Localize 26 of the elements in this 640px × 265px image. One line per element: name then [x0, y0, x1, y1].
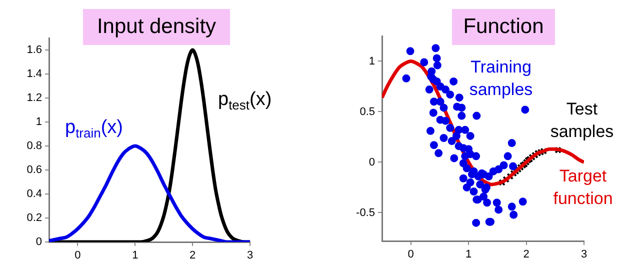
y-tick-label: 0.8 [26, 140, 42, 152]
x-tick-label: 2 [523, 248, 530, 261]
y-tick-label: -0.5 [356, 206, 375, 219]
y-tick-label: 1.4 [26, 68, 42, 80]
y-tick-label: 1 [36, 116, 42, 128]
x-tick-label: 2 [190, 250, 196, 262]
y-tick-label: 0.2 [26, 212, 42, 224]
y-tick-label: 1.2 [26, 92, 42, 104]
series-label: Test samples [550, 100, 614, 141]
y-tick-label: 0.4 [26, 188, 42, 200]
series-label: Training samples [469, 58, 533, 99]
y-tick-label: 1 [368, 55, 375, 68]
chart-title: Input density [83, 9, 230, 45]
y-tick-label: 0.5 [360, 106, 375, 118]
x-tick-label: 3 [580, 248, 588, 261]
x-tick-label: 0 [408, 248, 414, 261]
y-tick-label: 0 [368, 156, 375, 168]
series-label: Target function [553, 166, 613, 208]
y-tick-label: 1.6 [26, 44, 42, 56]
x-tick-label: 3 [246, 250, 254, 262]
y-tick-label: 0.6 [26, 164, 42, 176]
y-tick-label: 0 [36, 236, 42, 248]
x-tick-label: 0 [74, 250, 81, 262]
x-tick-label: 1 [466, 248, 472, 261]
x-tick-label: 1 [132, 250, 138, 262]
chart-title: Function [452, 9, 555, 45]
